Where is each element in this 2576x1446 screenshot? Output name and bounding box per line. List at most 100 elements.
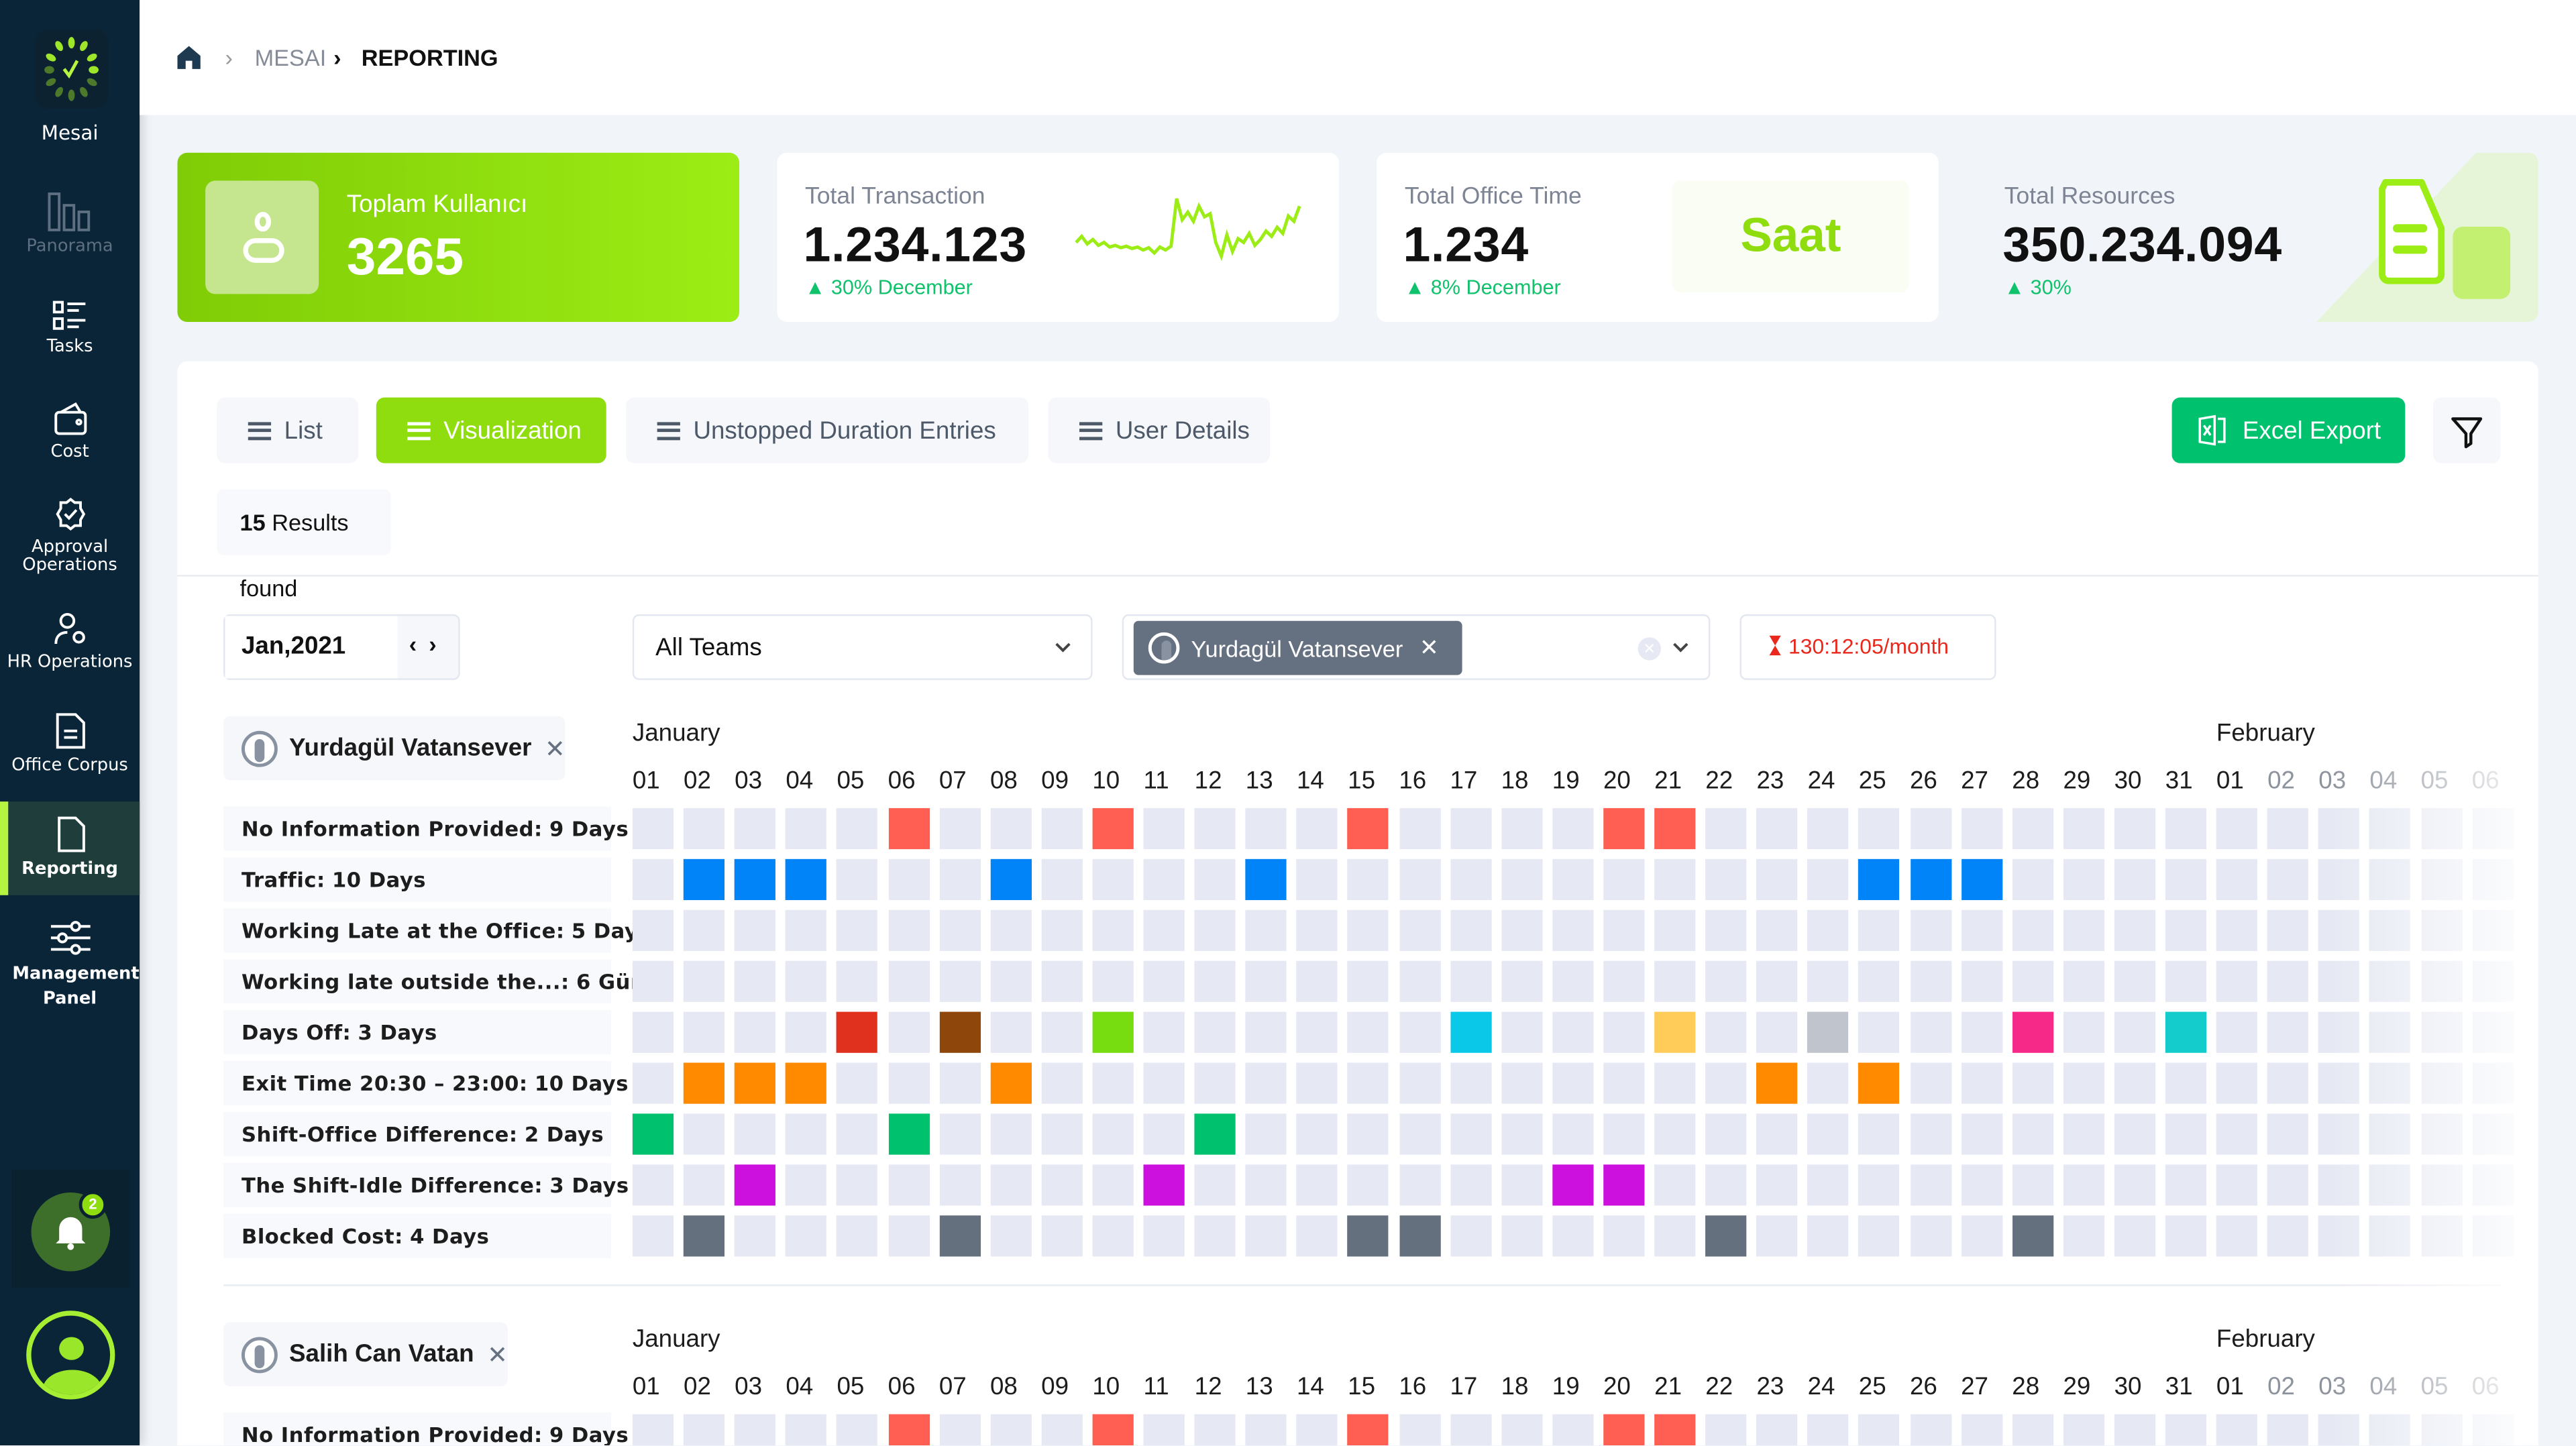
day-cell[interactable] — [888, 960, 929, 1002]
day-cell-marked[interactable] — [1603, 808, 1645, 850]
day-cell[interactable] — [1654, 909, 1696, 951]
day-cell[interactable] — [1450, 1215, 1491, 1257]
day-cell[interactable] — [1399, 1011, 1440, 1053]
remove-user-icon[interactable]: ✕ — [487, 1341, 508, 1370]
day-cell[interactable] — [2012, 1414, 2053, 1446]
day-cell[interactable] — [1807, 909, 1849, 951]
day-cell[interactable] — [1245, 1011, 1287, 1053]
day-cell[interactable] — [1705, 1414, 1747, 1446]
day-cell[interactable] — [1450, 1113, 1491, 1155]
day-cell-marked[interactable] — [1603, 1164, 1645, 1206]
day-cell[interactable] — [2012, 909, 2053, 951]
day-cell[interactable] — [1399, 808, 1440, 850]
day-cell[interactable] — [2012, 1113, 2053, 1155]
day-cell[interactable] — [1194, 808, 1236, 850]
day-cell[interactable] — [888, 858, 929, 901]
day-cell[interactable] — [1961, 1215, 2002, 1257]
day-cell[interactable] — [684, 1113, 725, 1155]
excel-export-button[interactable]: Excel Export — [2171, 397, 2406, 463]
day-cell-marked[interactable] — [938, 1011, 981, 1053]
day-cell[interactable] — [2471, 1062, 2513, 1104]
day-cell[interactable] — [632, 1414, 674, 1446]
day-cell[interactable] — [1807, 1414, 1849, 1446]
day-cell[interactable] — [2063, 1062, 2104, 1104]
day-cell[interactable] — [1092, 1164, 1134, 1206]
day-cell[interactable] — [1348, 1062, 1389, 1104]
day-cell[interactable] — [2063, 1164, 2104, 1206]
day-cell[interactable] — [888, 1215, 929, 1257]
day-cell[interactable] — [1807, 1164, 1849, 1206]
day-cell[interactable] — [1603, 1215, 1645, 1257]
day-cell[interactable] — [1756, 1215, 1798, 1257]
day-cell-marked[interactable] — [684, 1215, 725, 1257]
app-logo[interactable] — [34, 30, 109, 109]
day-cell[interactable] — [1041, 909, 1083, 951]
day-cell[interactable] — [1092, 858, 1134, 901]
day-cell-marked[interactable] — [735, 858, 776, 901]
day-cell-marked[interactable] — [2165, 1011, 2207, 1053]
day-cell[interactable] — [1399, 1164, 1440, 1206]
day-cell[interactable] — [2267, 1414, 2309, 1446]
day-cell[interactable] — [684, 1414, 725, 1446]
tab-list[interactable]: List — [217, 397, 358, 463]
day-cell[interactable] — [1399, 1113, 1440, 1155]
day-cell[interactable] — [1654, 1215, 1696, 1257]
day-cell[interactable] — [2216, 1011, 2258, 1053]
day-cell[interactable] — [1654, 858, 1696, 901]
day-cell[interactable] — [2012, 1164, 2053, 1206]
day-cell[interactable] — [1296, 1164, 1338, 1206]
breadcrumb-mesai[interactable]: MESAI — [254, 44, 327, 71]
day-cell[interactable] — [1858, 1113, 1900, 1155]
day-cell[interactable] — [1194, 858, 1236, 901]
day-cell[interactable] — [2267, 1215, 2309, 1257]
day-cell[interactable] — [1399, 1414, 1440, 1446]
day-cell[interactable] — [1705, 808, 1747, 850]
day-cell[interactable] — [2114, 1011, 2155, 1053]
day-cell[interactable] — [1909, 1215, 1951, 1257]
day-cell[interactable] — [2267, 1113, 2309, 1155]
day-cell[interactable] — [837, 909, 878, 951]
day-cell[interactable] — [1041, 808, 1083, 850]
remove-user-icon[interactable]: ✕ — [545, 734, 566, 763]
day-cell[interactable] — [2063, 1414, 2104, 1446]
day-cell[interactable] — [938, 1164, 981, 1206]
day-cell[interactable] — [2267, 1164, 2309, 1206]
day-cell[interactable] — [1552, 1113, 1594, 1155]
day-cell[interactable] — [2165, 909, 2207, 951]
day-cell-marked[interactable] — [1603, 1414, 1645, 1446]
tab-unstopped-duration-entries[interactable]: Unstopped Duration Entries — [626, 397, 1029, 463]
day-cell[interactable] — [1092, 1062, 1134, 1104]
day-cell[interactable] — [1654, 1062, 1696, 1104]
day-cell[interactable] — [2165, 808, 2207, 850]
day-cell[interactable] — [1296, 1414, 1338, 1446]
day-cell[interactable] — [1807, 1215, 1849, 1257]
day-cell-marked[interactable] — [837, 1011, 878, 1053]
notifications-button[interactable]: 2 — [11, 1169, 130, 1288]
day-cell[interactable] — [1909, 1011, 1951, 1053]
day-cell[interactable] — [1603, 909, 1645, 951]
day-cell-marked[interactable] — [1348, 1215, 1389, 1257]
day-cell[interactable] — [1092, 909, 1134, 951]
day-cell[interactable] — [1654, 1113, 1696, 1155]
day-cell[interactable] — [1501, 1011, 1542, 1053]
day-cell[interactable] — [2471, 909, 2513, 951]
day-cell[interactable] — [1194, 1414, 1236, 1446]
day-cell[interactable] — [2165, 1215, 2207, 1257]
day-cell[interactable] — [2216, 808, 2258, 850]
day-cell[interactable] — [1961, 1414, 2002, 1446]
day-cell[interactable] — [2420, 1414, 2462, 1446]
day-cell[interactable] — [1348, 1011, 1389, 1053]
tab-visualization[interactable]: Visualization — [376, 397, 606, 463]
day-cell[interactable] — [1552, 1062, 1594, 1104]
day-cell[interactable] — [989, 909, 1032, 951]
day-cell[interactable] — [837, 1215, 878, 1257]
day-cell[interactable] — [1756, 909, 1798, 951]
day-cell[interactable] — [2471, 1011, 2513, 1053]
day-cell[interactable] — [1756, 808, 1798, 850]
day-cell[interactable] — [989, 808, 1032, 850]
day-cell[interactable] — [1858, 1164, 1900, 1206]
day-cell[interactable] — [1450, 1062, 1491, 1104]
day-cell-marked[interactable] — [1092, 1414, 1134, 1446]
day-cell[interactable] — [1194, 1011, 1236, 1053]
day-cell[interactable] — [2216, 858, 2258, 901]
